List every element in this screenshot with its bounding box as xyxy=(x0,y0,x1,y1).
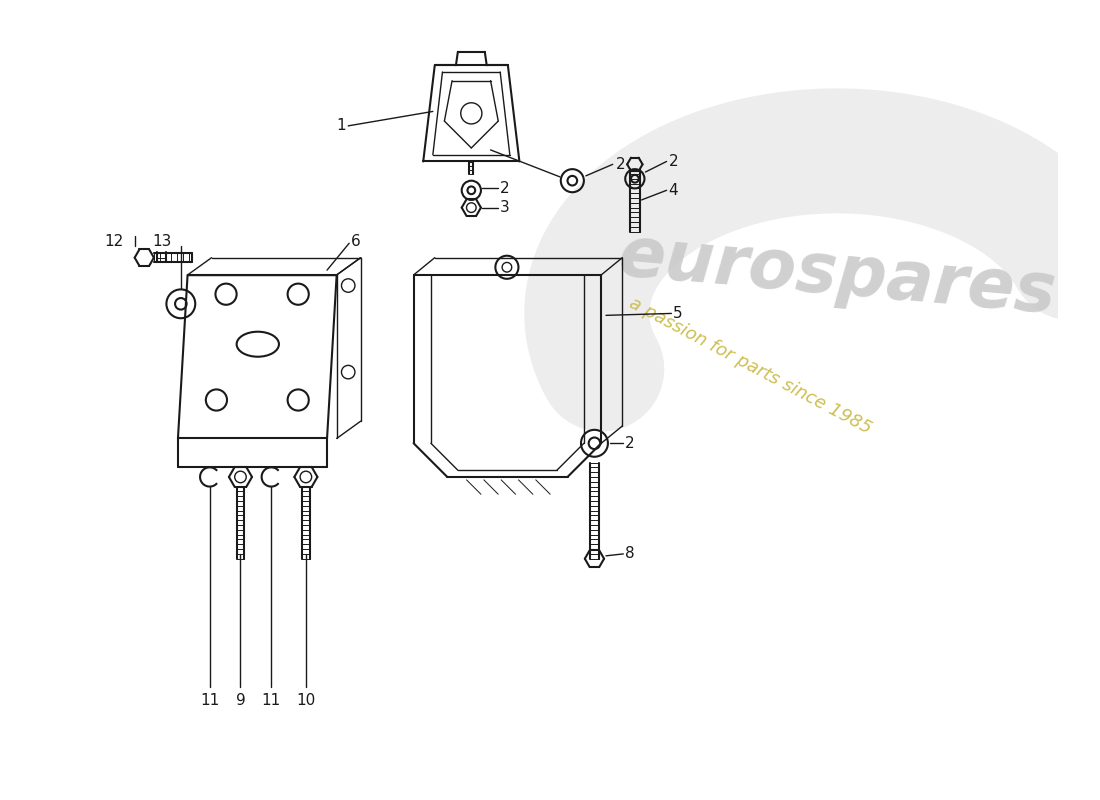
Text: 13: 13 xyxy=(152,234,172,249)
Text: a passion for parts since 1985: a passion for parts since 1985 xyxy=(626,294,875,438)
Text: eurospares: eurospares xyxy=(615,222,1058,327)
Text: 11: 11 xyxy=(200,693,219,708)
Text: 10: 10 xyxy=(296,693,316,708)
Text: 1: 1 xyxy=(337,118,346,134)
Text: 9: 9 xyxy=(235,693,245,708)
Text: 2: 2 xyxy=(625,436,635,450)
Text: 2: 2 xyxy=(669,154,678,169)
Text: 8: 8 xyxy=(625,546,635,562)
Text: 12: 12 xyxy=(103,234,123,249)
Text: 5: 5 xyxy=(673,306,683,321)
Text: 11: 11 xyxy=(262,693,280,708)
Text: 3: 3 xyxy=(500,200,510,215)
Text: 6: 6 xyxy=(351,234,361,249)
Text: 4: 4 xyxy=(669,183,678,198)
Text: 2: 2 xyxy=(616,157,625,172)
Text: 2: 2 xyxy=(500,181,509,196)
